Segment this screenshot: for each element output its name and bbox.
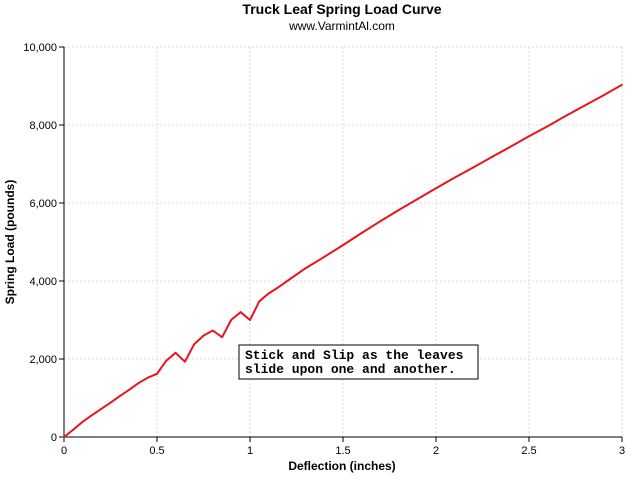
y-axis-ticks: 0 2,000 4,000 6,000 8,000 10,000 xyxy=(23,42,64,444)
annotation-frame xyxy=(238,344,479,380)
data-point xyxy=(118,395,121,397)
data-point xyxy=(304,267,307,270)
data-point xyxy=(249,319,251,321)
x-tick-label: 0.5 xyxy=(149,445,164,457)
chart-subtitle: www.VarmintAl.com xyxy=(288,19,395,33)
y-tick-label: 2,000 xyxy=(29,354,57,366)
data-point xyxy=(277,286,279,289)
data-point xyxy=(528,135,530,138)
x-axis-label: Deflection (inches) xyxy=(288,459,395,473)
data-point xyxy=(435,187,437,190)
y-tick-label: 8,000 xyxy=(29,120,57,132)
y-axis-label: Spring Load (pounds) xyxy=(3,180,17,305)
data-point xyxy=(602,94,605,97)
data-point xyxy=(109,401,112,404)
data-point xyxy=(165,359,168,362)
data-point xyxy=(621,83,623,86)
data-point xyxy=(156,372,158,375)
data-point xyxy=(267,292,270,295)
series-layer xyxy=(63,83,623,438)
data-point xyxy=(91,414,93,417)
data-point xyxy=(137,382,140,385)
data-point xyxy=(193,343,196,346)
data-point xyxy=(63,436,65,438)
y-tick-label: 6,000 xyxy=(29,198,57,210)
x-tick-label: 3 xyxy=(619,445,625,457)
data-point xyxy=(565,114,568,117)
data-point xyxy=(72,428,75,431)
data-point xyxy=(472,166,475,169)
x-tick-label: 2 xyxy=(433,445,439,457)
data-point xyxy=(258,300,261,303)
annotation-box: Stick and Slip as the leaves slide upon … xyxy=(238,344,479,380)
data-point xyxy=(100,408,103,410)
data-point xyxy=(239,311,242,314)
data-point xyxy=(379,220,382,223)
data-point xyxy=(490,156,493,158)
data-point xyxy=(323,255,326,258)
data-point xyxy=(174,351,177,354)
x-axis-ticks: 0 0.5 1 1.5 2 2.5 3 xyxy=(61,437,625,457)
x-tick-label: 2.5 xyxy=(521,445,536,457)
data-point xyxy=(546,125,549,128)
data-point xyxy=(416,198,419,201)
data-point xyxy=(583,104,586,107)
y-tick-label: 0 xyxy=(51,432,57,444)
data-point xyxy=(509,145,512,148)
x-tick-label: 0 xyxy=(61,445,67,457)
data-point xyxy=(397,209,400,211)
data-point xyxy=(221,336,224,339)
x-tick-label: 1 xyxy=(247,445,253,457)
annotation-line-2: slide upon one and another. xyxy=(245,362,456,377)
data-point xyxy=(230,318,233,321)
chart-title: Truck Leaf Spring Load Curve xyxy=(242,1,441,17)
data-point xyxy=(146,376,149,379)
y-tick-label: 10,000 xyxy=(23,42,57,54)
data-point xyxy=(360,232,363,234)
data-point xyxy=(211,329,214,332)
data-point xyxy=(184,360,186,363)
data-point xyxy=(81,420,84,423)
data-point xyxy=(202,334,205,337)
data-point xyxy=(286,280,289,282)
data-point xyxy=(453,176,456,179)
x-tick-label: 1.5 xyxy=(335,445,350,457)
data-point xyxy=(342,244,344,247)
data-point xyxy=(128,388,131,391)
annotation-line-1: Stick and Slip as the leaves xyxy=(245,348,464,363)
y-tick-label: 4,000 xyxy=(29,276,57,288)
